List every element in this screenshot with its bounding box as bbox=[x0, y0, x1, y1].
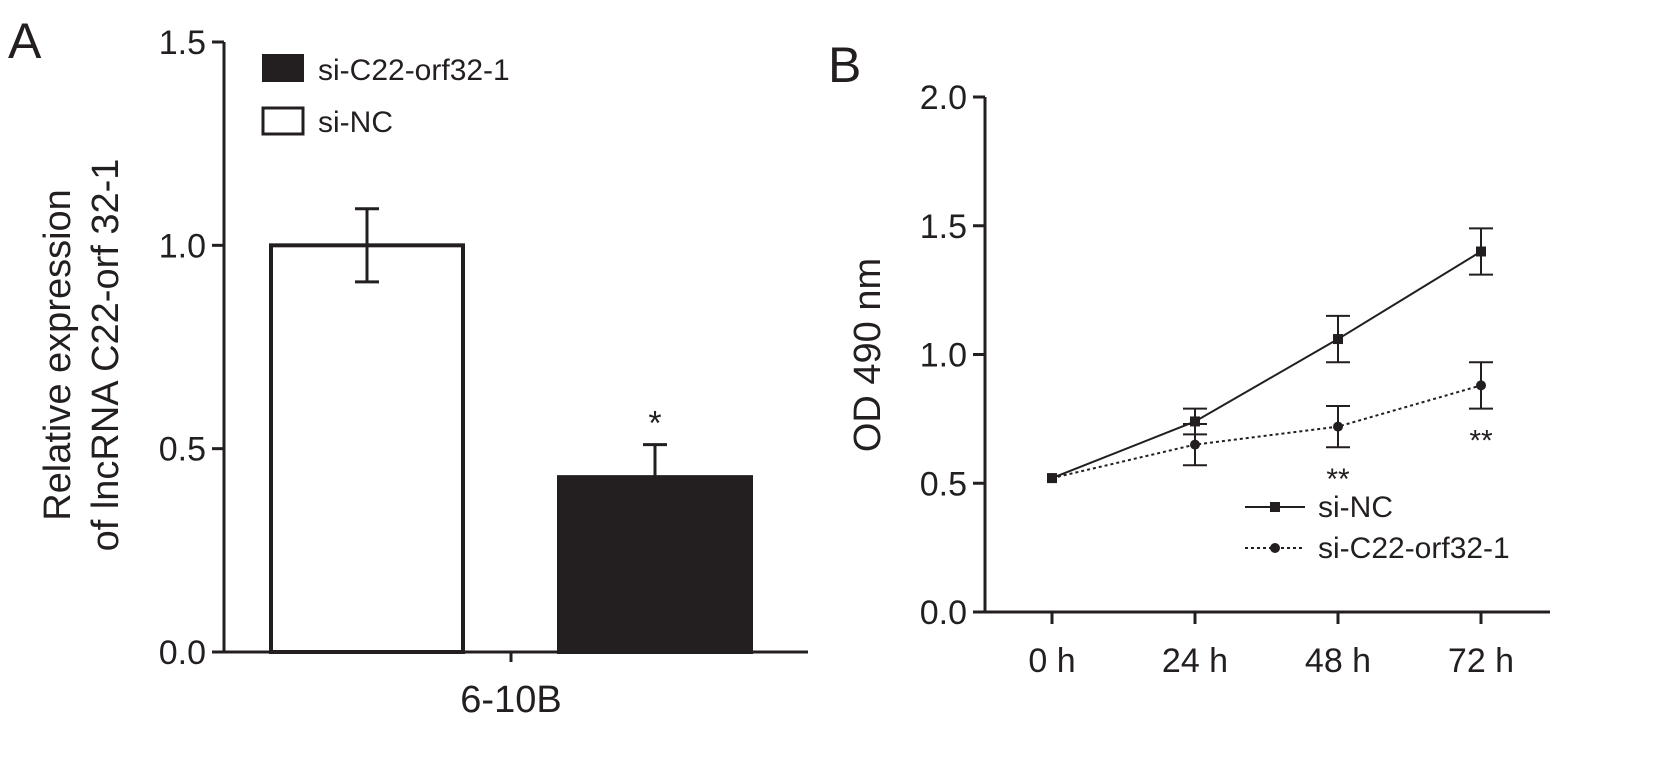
series-line-si-nc bbox=[1051, 250, 1482, 480]
bar-si-nc bbox=[269, 243, 465, 654]
panel-a-axes: 0.0 0.5 1.0 1.5 6-10B bbox=[159, 24, 808, 721]
data-point-si-c22-orf32-1 bbox=[1047, 473, 1057, 484]
panel-b-legend: si-NC si-C22-orf32-1 bbox=[1245, 491, 1510, 565]
panel-b-x-tick-label: 24 h bbox=[1162, 642, 1228, 680]
panel-b-axes: 0.0 0.5 1.0 1.5 2.0 0 h 24 h 48 h 72 h bbox=[920, 79, 1550, 680]
panel-b-y-tick-label: 2.0 bbox=[920, 79, 967, 117]
significance-marker: ** bbox=[1469, 425, 1493, 458]
panel-a-bar-chart: A Relative expression of lncRNA C22-orf … bbox=[8, 13, 808, 721]
panel-a-y-tick-label: 0.5 bbox=[159, 431, 206, 469]
panel-b-y-tick-label: 0.5 bbox=[920, 465, 967, 503]
data-point-si-c22-orf32-1 bbox=[1190, 439, 1200, 450]
panel-b-x-tick-label: 0 h bbox=[1028, 642, 1075, 680]
panel-b-y-axis-label: OD 490 nm bbox=[847, 258, 889, 452]
panel-b-x-tick-label: 72 h bbox=[1448, 642, 1514, 680]
series-line-si-c22-orf32-1 bbox=[1051, 384, 1482, 480]
panel-a-y-tick-label: 1.5 bbox=[159, 24, 206, 62]
data-point-si-nc bbox=[1190, 416, 1200, 427]
panel-a-y-axis-label-line-1: Relative expression bbox=[37, 189, 79, 521]
data-point-si-c22-orf32-1 bbox=[1476, 380, 1486, 391]
panel-b-y-tick-label: 0.0 bbox=[920, 594, 967, 632]
legend-marker-si-c22-orf32-1 bbox=[1270, 543, 1280, 553]
panel-b-y-tick-label: 1.5 bbox=[920, 208, 967, 246]
legend-label-si-c22-orf32-1: si-C22-orf32-1 bbox=[318, 54, 510, 87]
panel-b-line-chart: B OD 490 nm 0.0 0.5 1.0 1.5 2.0 0 h 24 h 48 h 72… bbox=[828, 37, 1550, 680]
panel-a-bars: * bbox=[269, 207, 753, 654]
significance-marker: ** bbox=[1326, 463, 1350, 496]
panel-a-y-axis-label: Relative expression of lncRNA C22-orf 32… bbox=[37, 159, 127, 552]
legend-label-si-nc: si-NC bbox=[318, 106, 393, 139]
panel-a-x-tick-label: 6-10B bbox=[460, 679, 561, 721]
panel-b-y-tick-label: 1.0 bbox=[920, 337, 967, 375]
panel-a-y-axis-label-line-2: of lncRNA C22-orf 32-1 bbox=[85, 159, 127, 552]
panel-b-x-tick-label: 48 h bbox=[1305, 642, 1371, 680]
panel-b-series: ** ** bbox=[1047, 227, 1493, 496]
data-point-si-nc bbox=[1476, 246, 1486, 257]
bar-si-c22-orf32-1 bbox=[557, 475, 753, 654]
panel-b-letter: B bbox=[828, 37, 861, 93]
data-point-si-nc bbox=[1333, 334, 1343, 345]
panel-a-letter: A bbox=[8, 13, 42, 69]
data-point-si-c22-orf32-1 bbox=[1333, 421, 1343, 432]
panel-a-y-tick-label: 1.0 bbox=[159, 227, 206, 265]
legend-label-si-c22-orf32-1: si-C22-orf32-1 bbox=[1318, 532, 1510, 565]
legend-swatch-si-nc bbox=[261, 106, 305, 136]
panel-a-y-tick-label: 0.0 bbox=[159, 634, 206, 672]
legend-marker-si-nc bbox=[1270, 502, 1280, 512]
significance-marker: * bbox=[648, 405, 661, 443]
legend-label-si-nc: si-NC bbox=[1318, 491, 1393, 524]
legend-swatch-si-c22-orf32-1 bbox=[262, 54, 304, 82]
panel-a-legend: si-C22-orf32-1 si-NC bbox=[261, 54, 510, 139]
